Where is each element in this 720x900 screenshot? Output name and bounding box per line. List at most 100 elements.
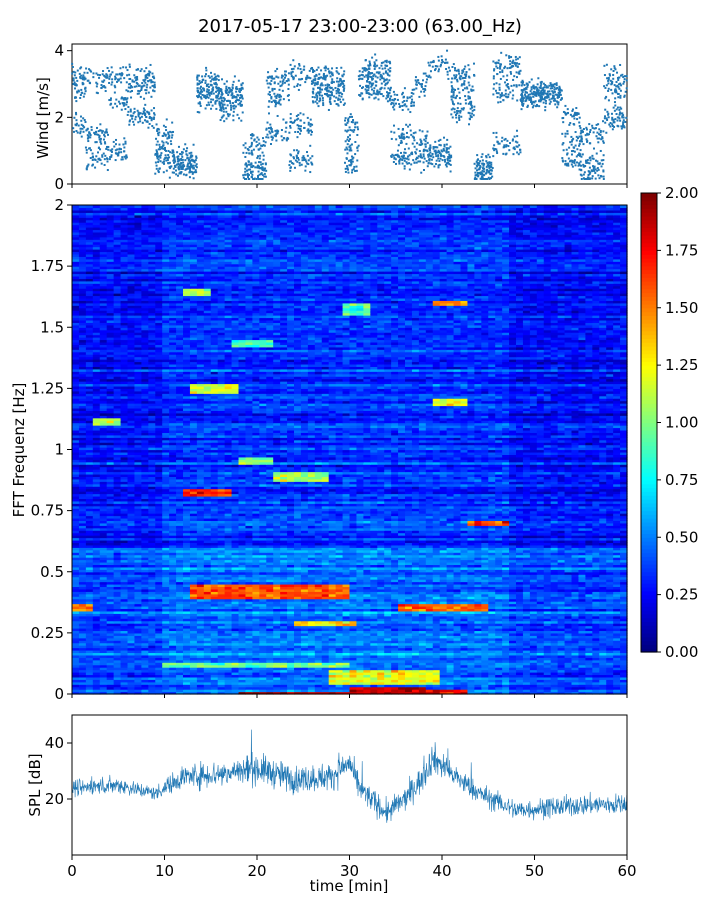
wind-point [308,159,310,161]
wind-point [496,82,498,84]
wind-point [71,63,73,65]
wind-point [244,178,246,180]
wind-point [163,158,165,160]
wind-point [142,79,144,81]
wind-point [247,176,249,178]
wind-point [404,168,406,170]
wind-point [111,81,113,83]
wind-point [452,103,454,105]
wind-point [137,121,139,123]
wind-point [508,149,510,151]
wind-point [594,172,596,174]
wind-point [265,136,267,138]
wind-point [428,75,430,77]
wind-point [180,171,182,173]
wind-point [443,148,445,150]
wind-point [472,86,474,88]
wind-point [579,153,581,155]
wind-point [497,67,499,69]
wind-point [575,164,577,166]
wind-point [290,113,292,115]
wind-point [157,161,159,163]
wind-point [141,68,143,70]
wind-point [390,131,392,133]
wind-point [468,76,470,78]
wind-point [230,90,232,92]
wind-point [303,69,305,71]
wind-point [252,171,254,173]
wind-point [268,131,270,133]
wind-point [406,132,408,134]
wind-point [395,103,397,105]
wind-point [104,164,106,166]
wind-point [481,153,483,155]
wind-point [503,144,505,146]
wind-point [389,61,391,63]
wind-point [100,138,102,140]
wind-point [153,127,155,129]
wind-point [307,117,309,119]
wind-point [212,99,214,101]
wind-point [332,74,334,76]
wind-point [163,125,165,127]
wind-point [99,123,101,125]
wind-point [458,119,460,121]
wind-point [596,153,598,155]
wind-point [574,160,576,162]
wind-point [403,138,405,140]
wind-point [419,150,421,152]
wind-point [328,71,330,73]
wind-point [381,93,383,95]
wind-point [246,170,248,172]
wind-point [213,78,215,80]
wind-point [130,111,132,113]
wind-point [309,70,311,72]
wind-point [310,119,312,121]
wind-point [371,89,373,91]
wind-point [505,153,507,155]
wind-point [499,89,501,91]
wind-point [383,73,385,75]
wind-point [489,162,491,164]
wind-point [285,70,287,72]
wind-point [544,109,546,111]
wind-point [264,167,266,169]
wind-point [456,70,458,72]
wind-point [623,81,625,83]
wind-point [386,95,388,97]
wind-point [75,119,77,121]
wind-point [274,81,276,83]
wind-point [566,154,568,156]
wind-point [229,100,231,102]
wind-point [244,147,246,149]
wind-point [80,89,82,91]
wind-point [393,132,395,134]
wind-point [468,112,470,114]
wind-point [532,96,534,98]
wind-point [375,75,377,77]
wind-point [369,93,371,95]
wind-point [310,134,312,136]
wind-point [233,81,235,83]
wind-point [310,123,312,125]
wind-point [211,78,213,80]
wind-point [409,124,411,126]
wind-point [173,154,175,156]
wind-point [210,80,212,82]
wind-point [579,143,581,145]
wind-point [621,74,623,76]
wind-point [588,170,590,172]
wind-point [104,155,106,157]
wind-point [276,68,278,70]
wind-point [279,81,281,83]
wind-point [126,81,128,83]
wind-point [293,156,295,158]
wind-point [312,71,314,73]
wind-point [347,136,349,138]
wind-point [591,155,593,157]
wind-point [279,85,281,87]
wind-point [603,65,605,67]
wind-point [232,86,234,88]
wind-point [154,90,156,92]
wind-point [438,166,440,168]
